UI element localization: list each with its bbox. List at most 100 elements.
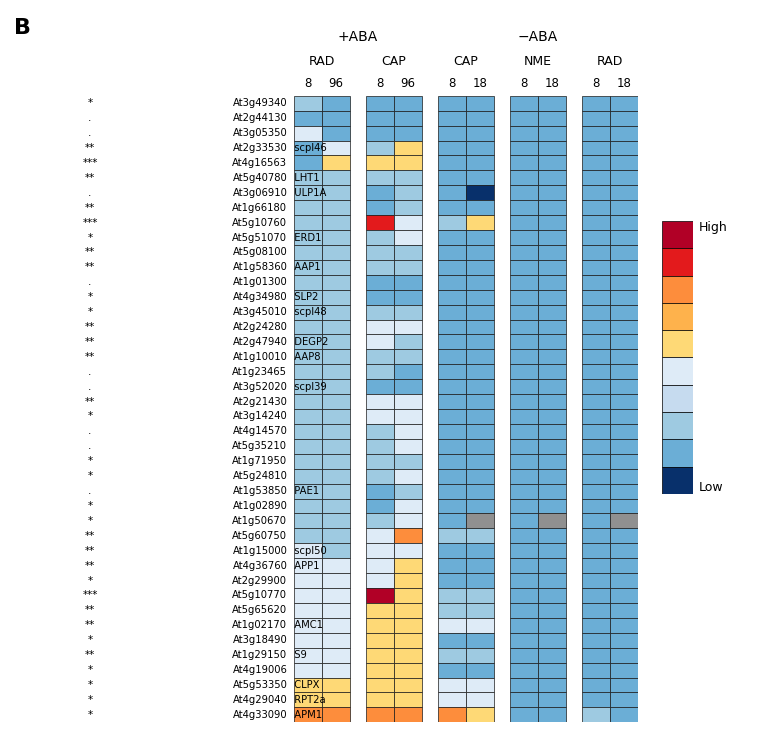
Bar bbox=[294, 394, 322, 409]
Bar bbox=[538, 349, 566, 364]
Text: .: . bbox=[88, 188, 92, 198]
Text: At1g10010: At1g10010 bbox=[233, 352, 287, 362]
Bar bbox=[294, 588, 322, 603]
Bar bbox=[538, 693, 566, 708]
Bar bbox=[438, 439, 466, 454]
Text: NME: NME bbox=[524, 55, 552, 68]
Bar bbox=[538, 677, 566, 693]
Bar bbox=[438, 215, 466, 230]
Text: At3g06910: At3g06910 bbox=[233, 188, 287, 198]
Text: APP1: APP1 bbox=[288, 561, 319, 570]
Bar bbox=[294, 111, 322, 125]
Bar bbox=[322, 156, 350, 170]
Text: **: ** bbox=[85, 545, 96, 556]
Text: 18: 18 bbox=[545, 77, 559, 90]
Bar bbox=[610, 364, 638, 380]
Bar bbox=[538, 230, 566, 245]
Bar bbox=[366, 439, 394, 454]
Bar bbox=[582, 304, 610, 320]
Bar bbox=[538, 290, 566, 304]
Text: PAE1: PAE1 bbox=[288, 486, 319, 496]
Bar bbox=[366, 677, 394, 693]
Bar bbox=[294, 648, 322, 663]
Bar bbox=[582, 677, 610, 693]
Bar bbox=[294, 677, 322, 693]
Bar bbox=[582, 409, 610, 424]
Bar bbox=[610, 708, 638, 722]
Bar bbox=[582, 245, 610, 260]
Bar bbox=[366, 588, 394, 603]
Bar bbox=[582, 156, 610, 170]
Bar bbox=[322, 380, 350, 394]
Text: **: ** bbox=[85, 605, 96, 615]
Bar bbox=[510, 290, 538, 304]
Text: 8: 8 bbox=[592, 77, 600, 90]
Bar bbox=[366, 245, 394, 260]
Bar bbox=[610, 141, 638, 156]
Bar bbox=[394, 708, 422, 722]
Bar bbox=[582, 335, 610, 349]
Bar bbox=[610, 483, 638, 498]
Bar bbox=[538, 543, 566, 558]
Bar bbox=[322, 304, 350, 320]
Bar bbox=[466, 111, 494, 125]
Bar bbox=[510, 185, 538, 200]
Text: AMC1: AMC1 bbox=[288, 621, 323, 630]
Bar bbox=[510, 469, 538, 483]
Bar bbox=[294, 349, 322, 364]
Bar bbox=[366, 230, 394, 245]
Bar bbox=[538, 558, 566, 573]
Bar bbox=[366, 335, 394, 349]
Bar bbox=[438, 693, 466, 708]
Text: ***: *** bbox=[82, 217, 98, 228]
Bar bbox=[294, 633, 322, 648]
Bar bbox=[662, 385, 693, 412]
Bar bbox=[366, 483, 394, 498]
Bar bbox=[438, 618, 466, 633]
Bar bbox=[438, 469, 466, 483]
Bar bbox=[366, 543, 394, 558]
Text: At5g53350: At5g53350 bbox=[233, 680, 287, 690]
Bar bbox=[610, 469, 638, 483]
Text: At3g49340: At3g49340 bbox=[233, 98, 287, 108]
Bar bbox=[438, 498, 466, 514]
Bar bbox=[394, 320, 422, 335]
Bar bbox=[610, 439, 638, 454]
Text: At1g02170: At1g02170 bbox=[233, 621, 287, 630]
Bar bbox=[438, 424, 466, 439]
Bar bbox=[438, 349, 466, 364]
Bar bbox=[510, 335, 538, 349]
Text: At4g33090: At4g33090 bbox=[233, 710, 287, 720]
Bar bbox=[366, 170, 394, 185]
Bar bbox=[394, 245, 422, 260]
Text: *: * bbox=[88, 710, 92, 720]
Text: At1g71950: At1g71950 bbox=[233, 456, 287, 467]
Bar bbox=[366, 304, 394, 320]
Bar bbox=[438, 185, 466, 200]
Bar bbox=[510, 528, 538, 543]
Bar bbox=[438, 245, 466, 260]
Text: 8: 8 bbox=[376, 77, 384, 90]
Bar bbox=[438, 528, 466, 543]
Bar bbox=[538, 394, 566, 409]
Text: *: * bbox=[88, 695, 92, 705]
Bar bbox=[662, 330, 693, 357]
Bar bbox=[394, 633, 422, 648]
Bar bbox=[394, 260, 422, 275]
Bar bbox=[294, 558, 322, 573]
Text: 96: 96 bbox=[329, 77, 344, 90]
Text: *: * bbox=[88, 232, 92, 242]
Bar bbox=[510, 498, 538, 514]
Text: 8: 8 bbox=[304, 77, 312, 90]
Text: 18: 18 bbox=[616, 77, 631, 90]
Bar bbox=[610, 409, 638, 424]
Bar bbox=[466, 125, 494, 141]
Bar bbox=[322, 558, 350, 573]
Text: CLPX: CLPX bbox=[288, 680, 319, 690]
Bar bbox=[322, 185, 350, 200]
Text: +ABA: +ABA bbox=[337, 30, 378, 44]
Text: APM1: APM1 bbox=[288, 710, 323, 720]
Bar bbox=[610, 200, 638, 215]
Bar bbox=[610, 454, 638, 469]
Bar bbox=[582, 185, 610, 200]
